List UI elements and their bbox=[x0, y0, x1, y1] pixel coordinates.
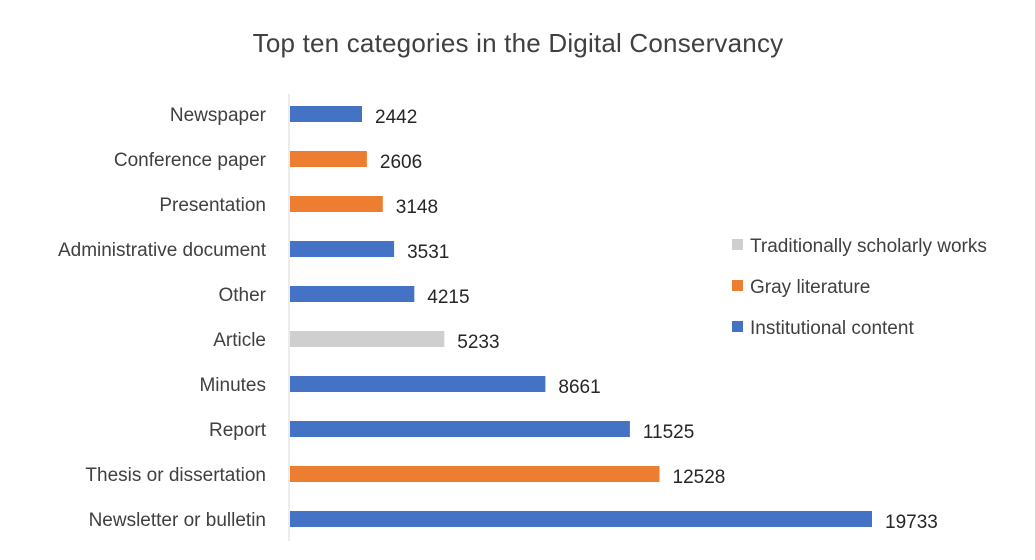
category-labels: Newspaper Conference paper Presentation Adm… bbox=[58, 105, 267, 531]
bar-article bbox=[290, 331, 445, 347]
category-label-report: Report bbox=[209, 420, 267, 441]
data-label-article: 5233 bbox=[457, 332, 499, 353]
data-label-minutes: 8661 bbox=[558, 377, 600, 398]
data-labels: 2442 2606 3148 3531 4215 5233 8661 11525 12528 19… bbox=[375, 107, 938, 533]
data-label-conference-paper: 2606 bbox=[380, 152, 422, 173]
legend-swatch-traditionally-scholarly-works bbox=[732, 239, 743, 250]
bar-presentation bbox=[290, 196, 383, 212]
chart-title: Top ten categories in the Digital Conser… bbox=[252, 28, 784, 58]
data-label-thesis-or-dissertation: 12528 bbox=[673, 467, 726, 488]
category-label-thesis-or-dissertation: Thesis or dissertation bbox=[85, 465, 266, 486]
legend-swatch-institutional-content bbox=[732, 321, 743, 332]
bar-minutes bbox=[290, 376, 546, 392]
category-label-presentation: Presentation bbox=[159, 195, 266, 216]
bar-administrative-document bbox=[290, 241, 395, 257]
category-label-other: Other bbox=[218, 285, 266, 306]
data-label-newsletter-or-bulletin: 19733 bbox=[885, 512, 938, 533]
category-label-conference-paper: Conference paper bbox=[114, 150, 267, 171]
data-label-newspaper: 2442 bbox=[375, 107, 417, 128]
data-label-report: 11525 bbox=[643, 422, 694, 443]
bars bbox=[290, 106, 872, 527]
bar-conference-paper bbox=[290, 151, 367, 167]
category-label-article: Article bbox=[213, 330, 266, 351]
bar-report bbox=[290, 421, 630, 437]
bar-newsletter-or-bulletin bbox=[290, 511, 872, 527]
legend-label-institutional-content: Institutional content bbox=[750, 318, 914, 339]
category-label-newspaper: Newspaper bbox=[170, 105, 267, 126]
legend-label-traditionally-scholarly-works: Traditionally scholarly works bbox=[750, 236, 987, 257]
category-label-administrative-document: Administrative document bbox=[58, 240, 267, 261]
data-label-administrative-document: 3531 bbox=[407, 242, 449, 263]
bar-thesis-or-dissertation bbox=[290, 466, 660, 482]
bar-other bbox=[290, 286, 415, 302]
legend-swatch-gray-literature bbox=[732, 280, 743, 291]
category-label-minutes: Minutes bbox=[199, 375, 266, 396]
data-label-presentation: 3148 bbox=[396, 197, 438, 218]
legend-label-gray-literature: Gray literature bbox=[750, 277, 870, 298]
bar-newspaper bbox=[290, 106, 362, 122]
legend: Traditionally scholarly works Gray litera… bbox=[732, 236, 987, 339]
data-label-other: 4215 bbox=[427, 287, 469, 308]
category-label-newsletter-or-bulletin: Newsletter or bulletin bbox=[89, 510, 266, 531]
